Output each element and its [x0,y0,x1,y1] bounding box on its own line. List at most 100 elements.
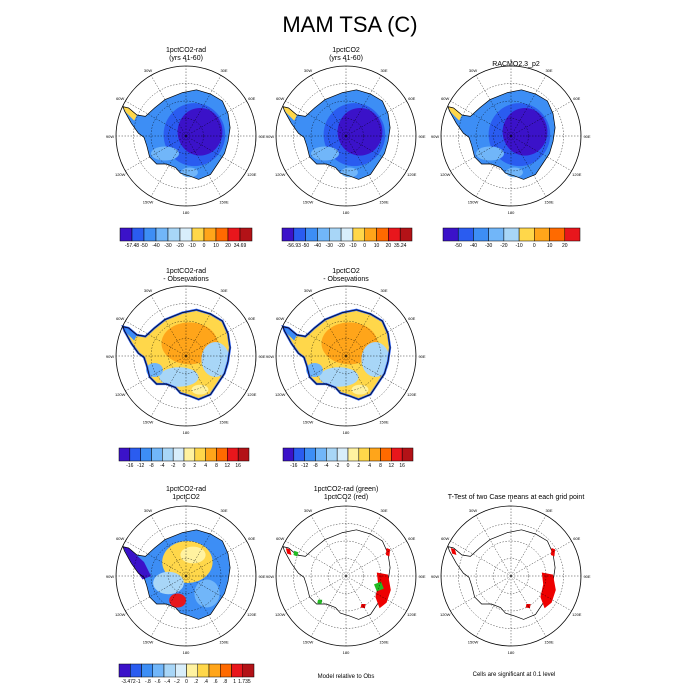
sig-region [385,548,391,557]
meridian-line [310,75,347,137]
lon-label: 90W [106,134,114,139]
colorbar-label: 1 [233,679,236,685]
colorbar-label: -3.472 [122,679,136,685]
lon-label: 150W [468,640,479,645]
lon-label: 180 [183,430,190,435]
panel-p9: 0 30E 60E 90E 120E 150E 180 150W 120W 90W 60W 30W [431,498,591,655]
lat-circle [310,100,382,172]
colorbar-swatch [203,227,217,242]
colorbar-swatch [179,227,193,242]
coastline [282,89,391,180]
lon-label: 60E [408,316,415,321]
panel-title-text: 1pctCO2-rad [165,486,207,493]
colorbar-swatch [205,447,217,462]
lat-circle [493,558,529,594]
colorbar-label: 0 [533,243,536,249]
colorbar-label: 10 [213,243,219,249]
lon-label: 60W [441,536,449,541]
lon-label: 150W [303,640,314,645]
lon-label: 150W [143,420,154,425]
map-boundary [115,65,257,207]
colorbar-swatch [282,447,295,462]
lon-label: 150W [143,640,154,645]
meridian-line [125,100,187,137]
colorbar-swatch [534,227,550,242]
meridian-line [185,100,247,137]
lon-label: 90E [583,134,590,139]
meridian-line [310,515,347,577]
lon-label: 120E [407,172,417,177]
colorbar-swatch [227,447,239,462]
meridian-line [510,135,547,197]
panel-title-p4: 1pctCO2-rad - Observations [96,268,276,284]
colorbar-label: -40 [314,243,321,249]
meridian-line [345,515,382,577]
field-shelf [311,146,339,161]
lon-label: 60W [116,316,124,321]
colorbar-label: 8 [379,463,382,469]
lon-label: 90E [258,134,265,139]
field-mild [180,546,206,564]
colorbar-swatch [340,227,354,242]
colorbar-label: -8 [149,463,154,469]
colorbar-label: -10 [515,243,522,249]
lon-label: 120W [115,392,126,397]
lon-label: 120E [247,392,257,397]
colorbar-swatch [239,227,253,242]
lon-label: 30W [304,288,312,293]
meridian-line [185,540,247,577]
colorbar-label: -10 [349,243,356,249]
field-cool [146,363,163,377]
field-shelf [476,146,504,161]
lon-label: 150W [303,200,314,205]
colorbar-swatch [358,447,370,462]
lon-label: 60E [248,316,255,321]
meridian-line [150,575,187,637]
lat-circle [310,320,382,392]
lon-label: 60E [408,96,415,101]
colorbar-swatch [503,227,520,242]
colorbar-swatch [336,447,349,462]
lon-label: 30E [220,288,227,293]
meridian-line [450,135,512,172]
colorbar-label: -.4 [164,679,170,685]
sig-region-green [374,581,384,592]
meridian-line [125,320,187,357]
colorbar-label: 0 [203,243,206,249]
panel-subtitle-text: (yrs 41-60) [169,55,203,62]
lon-label: 60W [276,96,284,101]
meridian-line [285,355,347,392]
panel-p3: 0 30E 60E 90E 120E 150E 180 150W 120W 90W 60W 30W -5… [431,58,591,249]
colorbar-swatch [364,227,377,242]
colorbar-swatch [155,227,169,242]
panel-title-text: 1pctCO2-rad (green) [313,486,379,493]
meridian-line [345,355,382,417]
colorbar-label: -10 [188,243,195,249]
lon-label: 60E [248,536,255,541]
colorbar-swatch [564,227,581,242]
sig-region [525,604,531,609]
lon-label: 90E [258,574,265,579]
lon-label: 90E [583,574,590,579]
meridian-line [285,320,347,357]
lat-circle [475,100,547,172]
field-peninsula [283,326,297,341]
lon-label: 60W [441,96,449,101]
lon-label: 60W [276,316,284,321]
lon-label: 0 [345,498,348,503]
lon-label: 180 [343,210,350,215]
colorbar-swatch [380,447,392,462]
colorbar-swatch [175,663,187,678]
note-p8: Model relative to Obs [317,674,375,680]
panel-subtitle-text: - Observations [163,276,209,283]
lon-label: 120E [572,612,582,617]
colorbar-swatch [191,227,205,242]
colorbar-label: -57.48 [125,243,139,249]
meridian-line [285,540,347,577]
colorbar-label: 16 [235,463,241,469]
field-hot [169,593,187,608]
meridian-line [345,135,382,197]
lon-label: 120E [407,612,417,617]
meridian-line [185,295,222,357]
sig-region [375,572,391,609]
